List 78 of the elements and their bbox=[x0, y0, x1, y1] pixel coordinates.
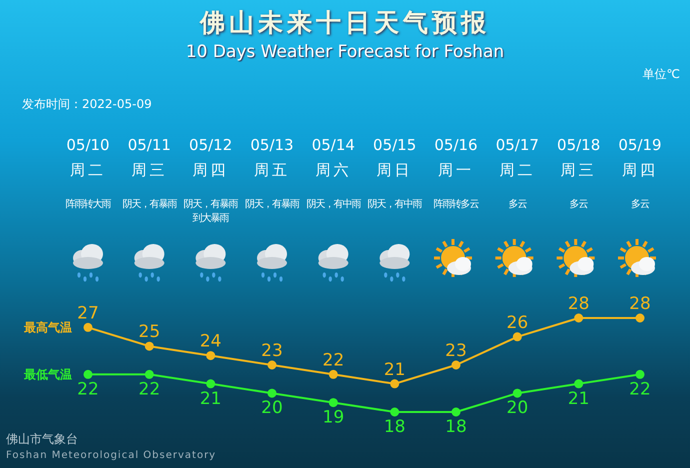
point bbox=[144, 370, 154, 379]
x-tick-label: 05/19 bbox=[617, 136, 663, 154]
text: 周二 bbox=[498, 161, 536, 180]
text: 周三 bbox=[130, 161, 168, 180]
point bbox=[84, 370, 92, 379]
text: 周一 bbox=[437, 161, 475, 180]
text: 周三 bbox=[560, 161, 598, 180]
data-label: 25 bbox=[138, 322, 160, 342]
x-tick-label: 05/17 bbox=[494, 136, 540, 154]
data-label: 23 bbox=[261, 341, 283, 361]
x-tick-label: 05/11 bbox=[126, 136, 172, 154]
text: Foshan Meteorological Observatory bbox=[6, 450, 216, 461]
data-label: 20 bbox=[506, 398, 528, 418]
point bbox=[574, 379, 584, 388]
data-label: 28 bbox=[629, 294, 651, 314]
text: 单位℃ bbox=[642, 66, 680, 83]
point bbox=[452, 408, 460, 416]
data-label: 18 bbox=[445, 417, 467, 437]
point bbox=[84, 322, 92, 332]
data-label: 21 bbox=[568, 388, 590, 409]
data-label: 22 bbox=[629, 379, 651, 400]
point bbox=[328, 398, 338, 408]
series-label: 最低气温 bbox=[23, 367, 72, 382]
text: 发布时间：2022-05-09 bbox=[22, 96, 152, 113]
text: 周五 bbox=[253, 161, 291, 180]
point bbox=[512, 332, 522, 342]
point bbox=[390, 379, 400, 388]
x-tick-label: 05/14 bbox=[310, 136, 356, 154]
point bbox=[144, 342, 154, 351]
x-tick-label: 05/15 bbox=[372, 136, 418, 154]
data-label: 23 bbox=[445, 341, 467, 361]
text: 阴天，有中雨 bbox=[305, 198, 362, 212]
text: 多云 bbox=[568, 198, 589, 212]
data-label: 20 bbox=[261, 398, 283, 418]
data-label: 27 bbox=[77, 303, 99, 324]
point bbox=[452, 360, 460, 370]
data-label: 18 bbox=[384, 417, 406, 437]
point bbox=[636, 314, 644, 322]
x-tick-label: 05/13 bbox=[249, 136, 295, 154]
x-tick-label: 05/16 bbox=[433, 136, 479, 154]
text: 阵雨转多云 bbox=[432, 198, 480, 212]
point bbox=[636, 370, 644, 379]
data-label: 22 bbox=[322, 350, 344, 370]
data-label: 26 bbox=[506, 312, 528, 333]
point bbox=[206, 351, 216, 360]
text: 阵雨转大雨 bbox=[64, 198, 112, 212]
text: 佛山市气象台 bbox=[6, 431, 78, 448]
data-label: 24 bbox=[200, 332, 222, 352]
x-tick-label: 05/10 bbox=[65, 136, 111, 154]
point bbox=[268, 388, 276, 398]
data-label: 19 bbox=[322, 408, 344, 428]
series-label: 最高气温 bbox=[23, 320, 72, 334]
text: 周四 bbox=[192, 161, 230, 180]
point bbox=[390, 408, 400, 416]
data-label: 21 bbox=[200, 388, 222, 409]
text: 周二 bbox=[69, 161, 107, 180]
data-label: 28 bbox=[568, 294, 590, 314]
text: 周六 bbox=[314, 161, 352, 180]
chart-subtitle: 10 Days Weather Forecast for Foshan bbox=[184, 42, 506, 62]
text: 多云 bbox=[630, 198, 650, 212]
x-tick-label: 05/12 bbox=[188, 136, 234, 154]
data-label: 22 bbox=[138, 379, 160, 400]
x-tick-label: 05/18 bbox=[556, 136, 602, 154]
text: 阴天，有暴雨 bbox=[244, 198, 300, 212]
text: 阴天，有暴雨到大暴雨 bbox=[182, 198, 239, 226]
point bbox=[574, 314, 584, 322]
data-label: 22 bbox=[77, 379, 99, 400]
point bbox=[512, 388, 522, 398]
point bbox=[268, 360, 276, 370]
text: 阴天，有中雨 bbox=[366, 198, 423, 212]
text: 周日 bbox=[376, 161, 414, 180]
point bbox=[206, 379, 216, 388]
chart-title: 佛山未来十日天气预报 bbox=[198, 7, 491, 39]
text: 周四 bbox=[621, 161, 659, 180]
text: 阴天，有暴雨 bbox=[121, 198, 178, 212]
point bbox=[328, 370, 338, 379]
text: 多云 bbox=[507, 198, 528, 212]
data-label: 21 bbox=[384, 360, 406, 380]
